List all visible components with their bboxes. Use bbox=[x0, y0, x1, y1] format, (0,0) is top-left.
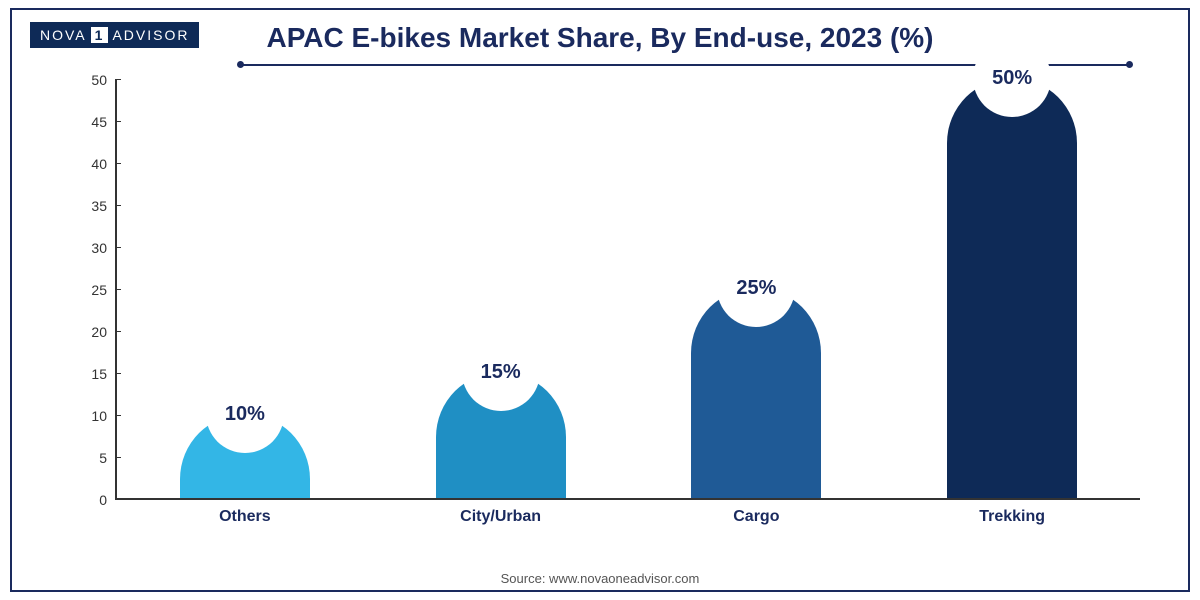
y-tick-label: 50 bbox=[70, 72, 115, 88]
x-category-label: Others bbox=[117, 508, 373, 526]
bar bbox=[947, 78, 1077, 498]
y-tick-label: 35 bbox=[70, 198, 115, 214]
x-category-label: City/Urban bbox=[373, 508, 629, 526]
value-bubble: 50% bbox=[973, 39, 1051, 117]
plot-region: 10%Others15%City/Urban25%Cargo50%Trekkin… bbox=[115, 80, 1140, 500]
bar-slot: 50%Trekking bbox=[884, 80, 1140, 498]
value-bubble: 15% bbox=[462, 333, 540, 411]
y-tick-label: 10 bbox=[70, 408, 115, 424]
y-tick-mark bbox=[115, 79, 121, 80]
x-category-label: Trekking bbox=[884, 508, 1140, 526]
bar-slot: 15%City/Urban bbox=[373, 80, 629, 498]
y-tick-label: 20 bbox=[70, 324, 115, 340]
y-tick-label: 40 bbox=[70, 156, 115, 172]
y-tick-label: 0 bbox=[70, 492, 115, 508]
y-tick-label: 5 bbox=[70, 450, 115, 466]
y-tick-mark bbox=[115, 289, 121, 290]
y-tick-mark bbox=[115, 457, 121, 458]
y-tick-mark bbox=[115, 373, 121, 374]
y-tick-mark bbox=[115, 163, 121, 164]
y-tick-mark bbox=[115, 247, 121, 248]
y-tick-label: 25 bbox=[70, 282, 115, 298]
y-tick-mark bbox=[115, 121, 121, 122]
y-tick-mark bbox=[115, 415, 121, 416]
value-bubble: 25% bbox=[717, 249, 795, 327]
y-tick-mark bbox=[115, 499, 121, 500]
y-tick-label: 30 bbox=[70, 240, 115, 256]
y-tick-label: 15 bbox=[70, 366, 115, 382]
bar-slot: 10%Others bbox=[117, 80, 373, 498]
y-tick-mark bbox=[115, 331, 121, 332]
source-caption: Source: www.novaoneadvisor.com bbox=[0, 571, 1200, 586]
bar-slot: 25%Cargo bbox=[629, 80, 885, 498]
value-bubble: 10% bbox=[206, 375, 284, 453]
chart-area: 10%Others15%City/Urban25%Cargo50%Trekkin… bbox=[70, 80, 1150, 530]
y-tick-label: 45 bbox=[70, 114, 115, 130]
y-tick-mark bbox=[115, 205, 121, 206]
x-category-label: Cargo bbox=[629, 508, 885, 526]
